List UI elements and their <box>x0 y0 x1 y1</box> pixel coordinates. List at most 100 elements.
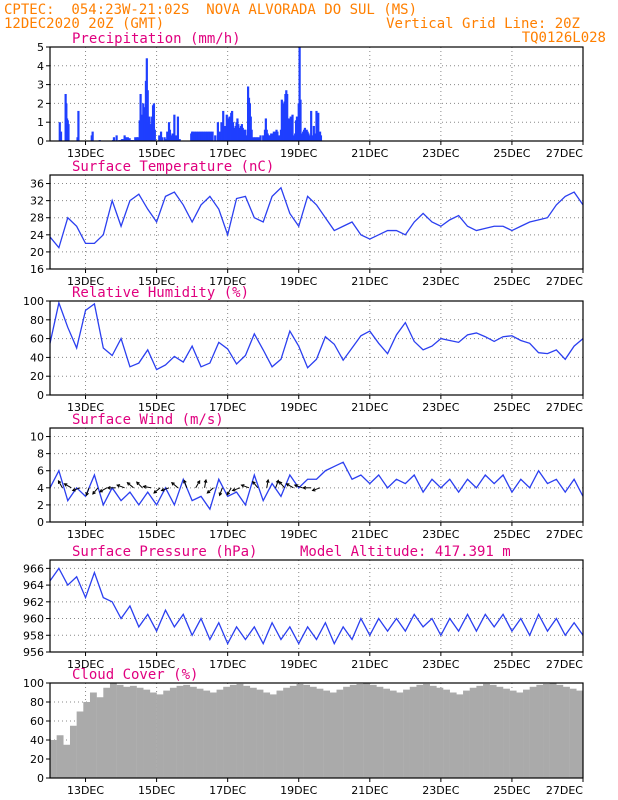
cloud-bar <box>216 689 224 778</box>
y-tick-label: 80 <box>30 696 44 709</box>
x-tick-label: 27DEC <box>546 275 583 288</box>
x-tick-label: 23DEC <box>422 401 459 414</box>
wind-arrow-head <box>302 485 307 490</box>
wind-arrow-head <box>265 478 270 483</box>
cloud-bar <box>276 690 284 778</box>
y-tick-label: 10 <box>30 431 44 444</box>
x-tick-label: 27DEC <box>546 528 583 541</box>
precip-bar <box>315 110 318 141</box>
cloud-bar <box>156 694 164 778</box>
precip-bar <box>220 122 223 141</box>
precip-bar <box>202 131 205 141</box>
wind-arrow <box>219 487 223 496</box>
wind-arrow-head <box>183 479 187 484</box>
cloud-bar <box>303 684 311 778</box>
y-tick-label: 40 <box>30 351 44 364</box>
wind-arrow-head <box>218 492 223 497</box>
precip-bar <box>195 131 198 141</box>
x-tick-label: 17DEC <box>209 275 246 288</box>
cloud-bar <box>436 687 444 778</box>
cloud-bar <box>556 684 564 778</box>
cloud-bar <box>476 685 484 778</box>
cloud-bar <box>183 684 191 778</box>
wind-arrow <box>207 487 214 494</box>
x-tick-label: 19DEC <box>280 784 317 797</box>
wind-arrow-head <box>85 492 89 497</box>
wind-arrow-head <box>126 482 131 486</box>
cloud-bar <box>349 684 357 778</box>
cloud-bar <box>289 685 297 778</box>
wind-arrow <box>275 480 279 488</box>
y-tick-label: 100 <box>23 295 44 308</box>
header-line1: CPTEC: 054:23W-21:02S NOVA ALVORADA DO S… <box>4 2 418 18</box>
cloud-bar <box>176 685 184 778</box>
precip-bar <box>146 90 149 141</box>
x-tick-label: 19DEC <box>280 528 317 541</box>
cloud-bar <box>229 684 237 778</box>
temp-line <box>49 186 584 249</box>
panel-frame <box>49 46 584 142</box>
y-tick-label: 4 <box>37 60 44 73</box>
y-tick-label: 3 <box>37 79 44 92</box>
precip-bar <box>191 131 195 141</box>
cloud-bar <box>483 683 490 778</box>
precip-bar <box>268 135 271 141</box>
wind-arrow <box>294 484 303 489</box>
precip-bar <box>176 116 180 141</box>
y-tick-label: 24 <box>30 229 44 242</box>
cloud-bar <box>363 683 370 778</box>
x-tick-label: 21DEC <box>351 275 388 288</box>
panel-temp: Surface Temperature (nC) 16 20 24 28 32 36 13DE… <box>30 159 584 288</box>
y-tick-label: 32 <box>30 195 44 208</box>
x-tick-label: 13DEC <box>67 275 104 288</box>
cloud-bar <box>136 687 144 778</box>
wind-arrow-head <box>135 481 140 486</box>
wind-arrow <box>204 479 207 488</box>
wind-arrow <box>266 479 269 488</box>
wind-arrow-head <box>170 482 175 486</box>
x-tick-label: 19DEC <box>280 147 317 160</box>
cloud-bar <box>316 688 324 778</box>
cloud-bar <box>356 683 364 778</box>
precip-bar <box>308 135 311 141</box>
cloud-bar <box>209 692 217 778</box>
x-tick-label: 15DEC <box>138 275 175 288</box>
x-tick-label: 23DEC <box>422 528 459 541</box>
precip-bar <box>197 131 200 141</box>
cloud-bar <box>443 689 450 778</box>
y-tick-label: 28 <box>30 212 44 225</box>
cloud-bar <box>143 689 151 778</box>
wind-arrow-head <box>252 480 256 485</box>
precip-bar <box>120 139 124 141</box>
wind-arrow <box>116 484 125 489</box>
precip-bar <box>158 135 161 141</box>
precip-bar <box>262 135 265 141</box>
precip-bar <box>289 116 292 141</box>
cloud-bar <box>403 689 410 778</box>
y-tick-label: 0 <box>37 516 44 529</box>
panel-title: Relative Humidity (%) <box>72 285 249 301</box>
precip-bar <box>255 137 259 141</box>
cloud-bar <box>396 692 404 778</box>
cloud-bar <box>383 688 390 778</box>
y-tick-label: 8 <box>37 448 44 461</box>
y-tick-label: 1 <box>37 116 44 129</box>
precip-bar <box>319 135 323 141</box>
wind-arrow <box>136 481 143 489</box>
cloud-bar <box>256 689 264 778</box>
header-date: 12DEC2020 20Z (GMT) <box>4 16 165 32</box>
wind-arrow-head <box>226 491 231 496</box>
precip-bar <box>169 135 172 141</box>
precip-bar <box>171 133 174 141</box>
y-tick-label: 5 <box>37 41 44 54</box>
precip-bar <box>58 122 61 141</box>
cloud-bar <box>429 685 437 778</box>
cloud-bar <box>423 683 430 778</box>
precip-bar <box>200 131 204 141</box>
x-tick-label: 21DEC <box>351 401 388 414</box>
cloud-bar <box>89 692 97 778</box>
cloud-bar <box>463 690 470 778</box>
cloud-bar <box>249 687 257 778</box>
y-tick-label: 6 <box>37 465 44 478</box>
